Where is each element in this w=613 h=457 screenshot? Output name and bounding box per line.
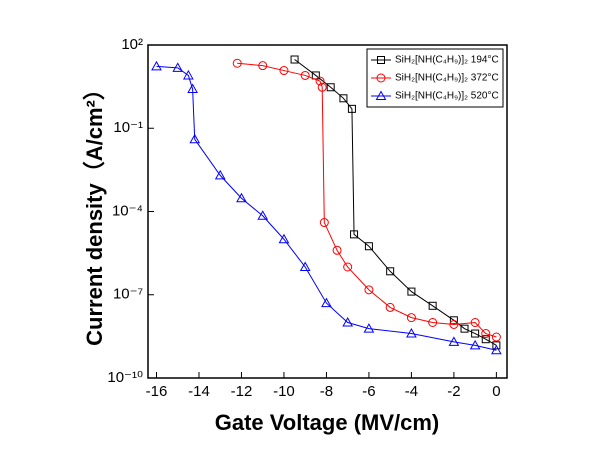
x-tick-label: -2: [447, 383, 460, 400]
marker: [278, 233, 290, 244]
marker: [183, 69, 194, 80]
marker: [364, 242, 373, 251]
marker: [339, 94, 348, 103]
marker: [258, 61, 268, 71]
marker: [428, 301, 437, 310]
series-line: [156, 65, 497, 351]
marker: [319, 218, 329, 228]
marker: [317, 82, 327, 92]
x-tick-label: -12: [231, 383, 253, 400]
marker: [279, 66, 289, 76]
x-tick-label: -16: [146, 383, 168, 400]
marker: [321, 297, 332, 308]
marker: [470, 318, 480, 327]
marker: [326, 83, 335, 92]
legend: SiH₂[NH(C₄H₉)]₂ 194°C SiH₂[NH(C₄H₉)]₂ 372…: [366, 48, 504, 108]
marker: [363, 323, 375, 333]
y-tick-label: 10⁻⁷: [113, 286, 143, 303]
marker: [311, 71, 320, 80]
marker: [491, 332, 501, 342]
marker: [290, 55, 299, 64]
x-tick-label: -14: [188, 383, 210, 400]
marker: [481, 335, 490, 344]
y-axis-title: Current density（A/cm²）: [82, 78, 107, 346]
marker: [460, 324, 469, 333]
x-tick-label: 0: [492, 383, 500, 400]
marker: [347, 104, 356, 113]
legend-label: SiH₂[NH(C₄H₉)]₂ 194°C: [395, 55, 499, 66]
marker: [407, 287, 416, 296]
series-line: [237, 62, 497, 338]
legend-marker: [375, 90, 387, 100]
marker: [386, 267, 395, 276]
y-tick-label: 10⁻¹⁰: [107, 369, 143, 386]
marker: [449, 316, 458, 325]
marker: [172, 62, 184, 72]
marker: [449, 319, 459, 329]
marker: [492, 341, 501, 350]
marker: [481, 329, 491, 339]
marker: [187, 83, 198, 93]
legend-marker: [376, 73, 386, 83]
marker: [232, 58, 242, 68]
marker: [299, 261, 311, 271]
x-tick-label: -8: [320, 383, 333, 400]
legend-label: SiH₂[NH(C₄H₉)]₂ 372°C: [395, 73, 499, 84]
x-axis-title: Gate Voltage (MV/cm): [215, 410, 440, 435]
marker: [469, 339, 481, 350]
marker: [406, 313, 416, 323]
marker: [236, 192, 247, 203]
marker: [350, 230, 359, 239]
marker: [364, 285, 374, 295]
marker: [257, 210, 269, 220]
y-tick-label: 10²: [121, 36, 143, 53]
y-tick-label: 10⁻¹: [113, 119, 143, 136]
marker: [448, 336, 460, 346]
marker: [406, 328, 417, 338]
marker: [342, 316, 354, 327]
marker: [332, 245, 342, 255]
marker: [491, 344, 502, 355]
legend-marker: [377, 56, 385, 64]
marker: [385, 302, 395, 312]
x-tick-label: -10: [273, 383, 295, 400]
x-tick-label: -6: [362, 383, 375, 400]
marker: [189, 133, 201, 144]
marker: [471, 329, 480, 338]
marker: [428, 318, 438, 327]
legend-label: SiH₂[NH(C₄H₉)]₂ 520°C: [395, 91, 499, 102]
y-tick-label: 10⁻⁴: [112, 202, 143, 219]
marker: [214, 169, 226, 180]
marker: [343, 262, 353, 272]
x-tick-label: -4: [405, 383, 418, 400]
marker: [151, 60, 162, 71]
marker: [315, 76, 325, 86]
marker: [300, 70, 310, 80]
